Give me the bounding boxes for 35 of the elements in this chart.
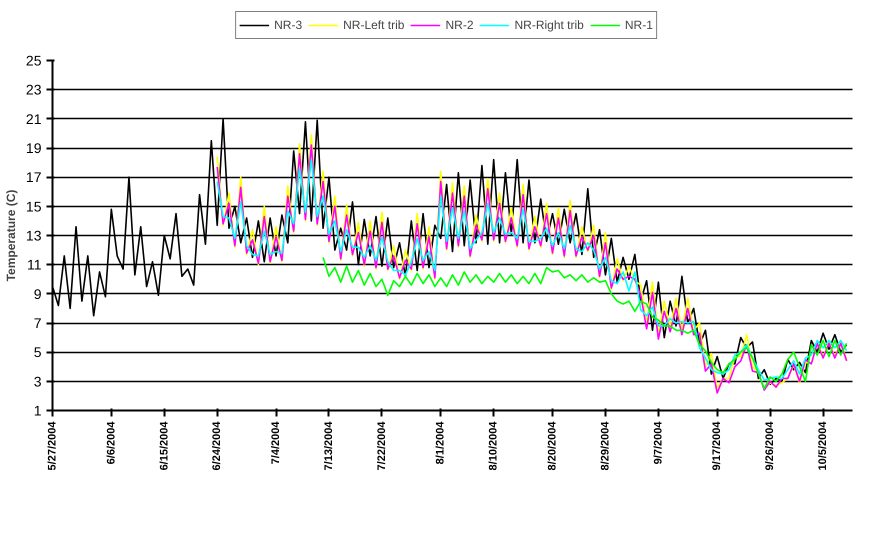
y-tick-label: 17 xyxy=(26,169,42,186)
x-tick-label: 9/17/2004 xyxy=(711,420,724,470)
x-tick-label: 8/20/2004 xyxy=(546,420,558,470)
x-tick-label: 8/29/2004 xyxy=(599,420,612,470)
x-tick-label: 6/15/2004 xyxy=(158,420,170,470)
y-tick-label: 13 xyxy=(26,228,42,244)
y-tick-label: 1 xyxy=(34,402,42,418)
y-tick-label: 21 xyxy=(26,110,42,127)
y-tick-label: 25 xyxy=(26,52,42,68)
legend-label: NR-Left trib xyxy=(343,18,404,32)
x-tick-label: 7/22/2004 xyxy=(376,420,388,470)
y-tick-label: 11 xyxy=(26,256,42,273)
legend-label: NR-1 xyxy=(624,18,653,32)
y-tick-label: 7 xyxy=(34,315,42,331)
x-tick-label: 6/24/2004 xyxy=(211,420,224,470)
x-tick-label: 9/7/2004 xyxy=(652,420,664,464)
legend-label: NR-2 xyxy=(445,18,474,32)
y-tick-label: 9 xyxy=(34,286,42,302)
legend-label: NR-Right trib xyxy=(514,18,584,32)
x-tick-label: 6/6/2004 xyxy=(105,420,118,464)
y-tick-label: 15 xyxy=(26,198,42,214)
y-tick-label: 3 xyxy=(34,373,42,390)
x-tick-label: 10/5/2004 xyxy=(817,420,830,470)
y-tick-label: 19 xyxy=(26,140,42,156)
legend-label: NR-3 xyxy=(274,18,302,32)
x-tick-label: 5/27/2004 xyxy=(46,420,58,470)
x-tick-label: 9/26/2004 xyxy=(764,420,776,470)
y-tick-label: 23 xyxy=(26,82,42,98)
y-axis-title: Temperature (C) xyxy=(4,190,18,282)
x-tick-label: 8/10/2004 xyxy=(488,420,500,470)
x-tick-label: 7/13/2004 xyxy=(322,420,335,470)
x-tick-label: 7/4/2004 xyxy=(270,420,282,464)
y-tick-label: 5 xyxy=(34,344,42,360)
line-series xyxy=(322,256,848,390)
x-tick-label: 8/1/2004 xyxy=(434,420,447,464)
